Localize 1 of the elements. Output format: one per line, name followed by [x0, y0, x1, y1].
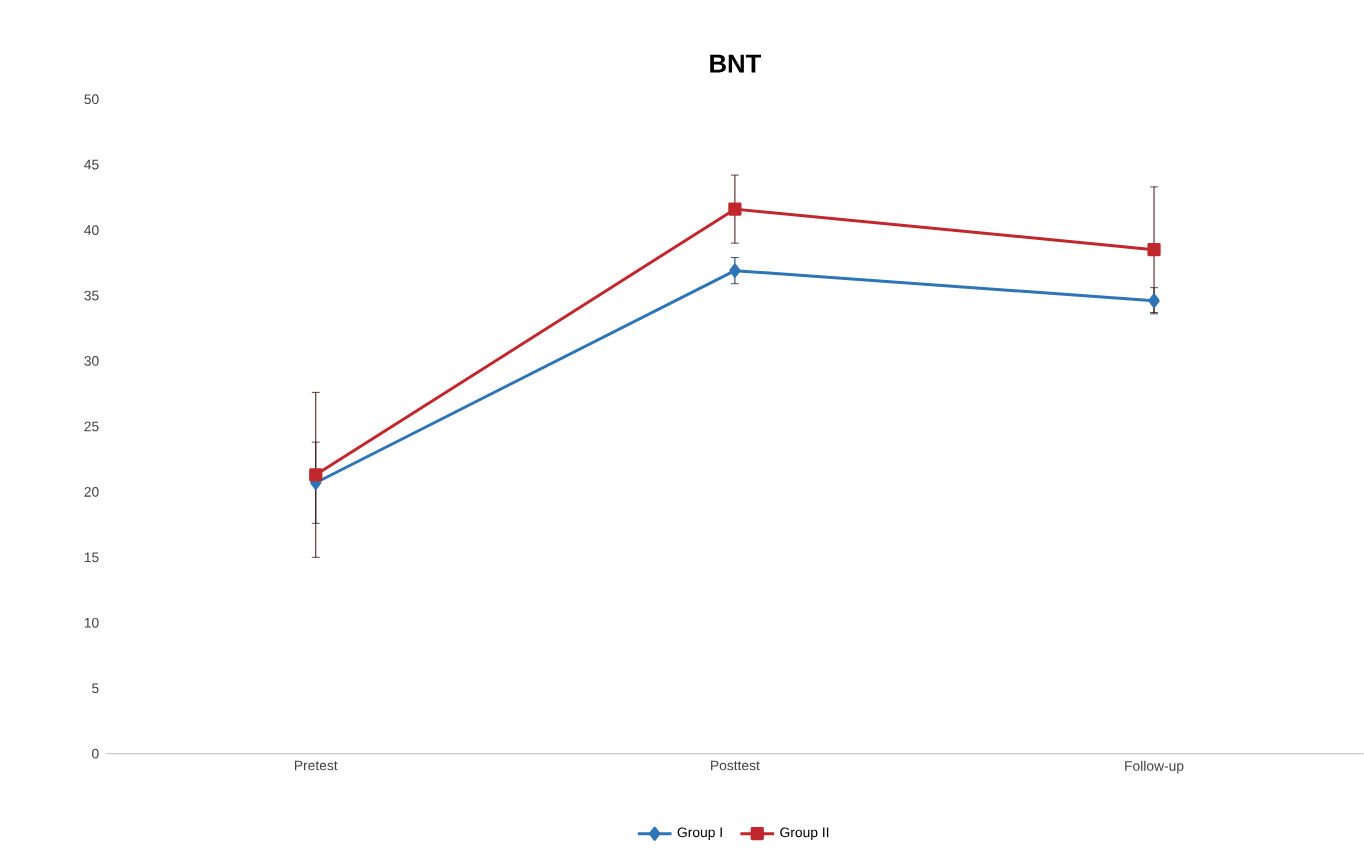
chart-title: BNT [710, 54, 761, 73]
